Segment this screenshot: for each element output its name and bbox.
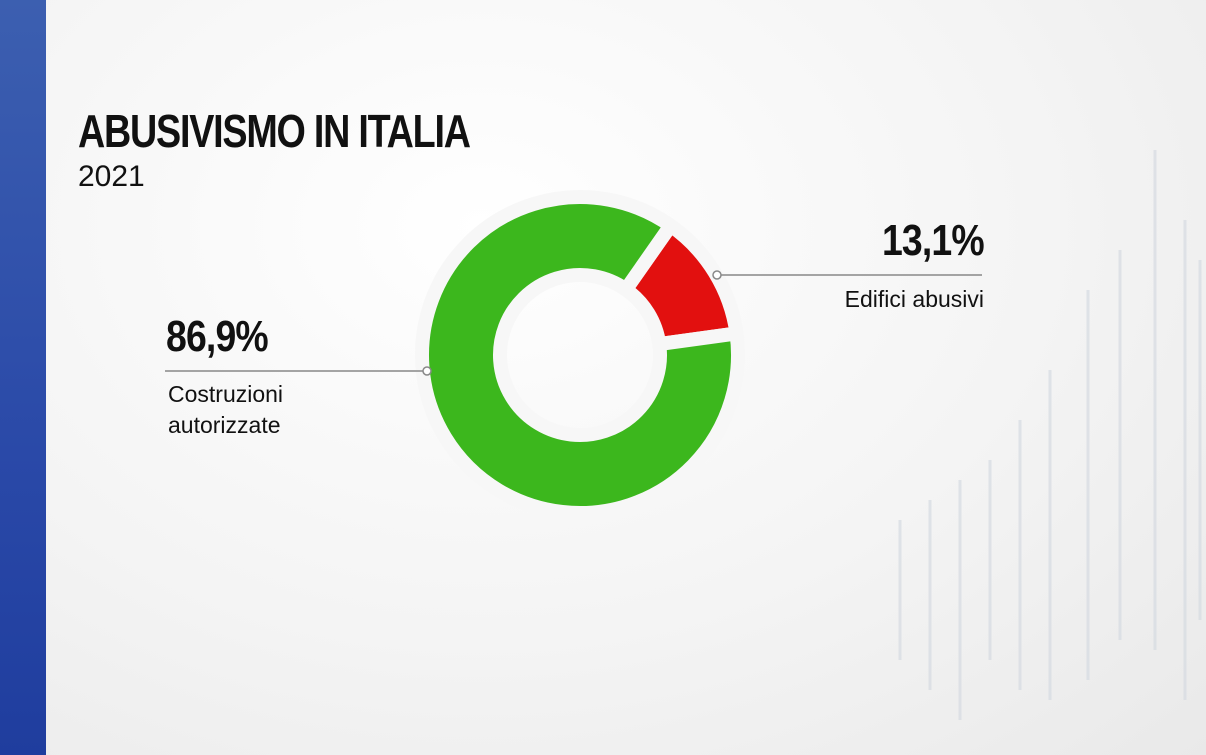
chart-subtitle: 2021: [78, 160, 145, 193]
category-label: Costruzioni autorizzate: [168, 381, 284, 438]
donut: [415, 190, 745, 520]
background-decoration: [898, 150, 1202, 720]
slice: [415, 190, 745, 520]
side-strip: [0, 0, 46, 755]
chart-title: ABUSIVISMO IN ITALIA: [78, 105, 471, 157]
value-label: 86,9%: [166, 312, 269, 361]
category-label: Edifici abusivi: [844, 286, 984, 312]
value-label: 13,1%: [882, 216, 985, 265]
leaders: [165, 270, 982, 376]
